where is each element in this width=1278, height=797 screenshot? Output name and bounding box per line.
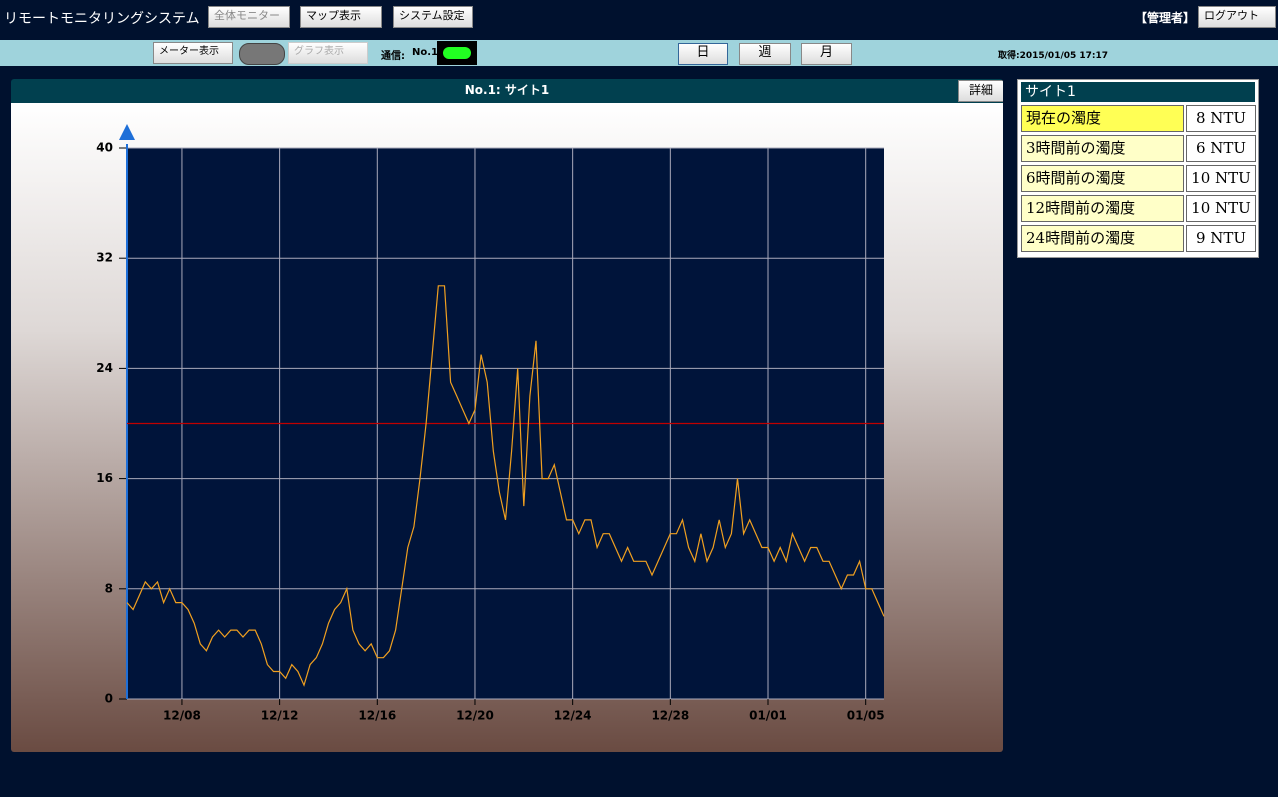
y-tick-label: 0 — [105, 692, 113, 706]
meter-view-button[interactable]: メーター表示 — [153, 42, 233, 64]
comm-label: 通信: — [381, 51, 405, 62]
y-tick-label: 16 — [96, 471, 113, 485]
y-tick-label: 8 — [105, 581, 113, 595]
app-title: リモートモニタリングシステム — [4, 11, 200, 27]
data-line — [126, 285, 885, 687]
user-role: 【管理者】 — [1135, 11, 1196, 25]
acquired-time: 取得:2015/01/05 17:17 — [998, 51, 1109, 61]
side-table-title: サイト1 — [1021, 82, 1255, 102]
x-tick-label: 01/01 — [749, 709, 787, 723]
comm-plug — [443, 47, 471, 59]
chart: 0 8 16 24 32 40 12/08 12/12 12/16 12/20 12/24 12/28… — [96, 124, 885, 723]
x-tick-label: 12/16 — [358, 709, 396, 723]
graph-panel: No.1: サイト1 詳細 0 8 16 24 32 40 12/08 12/12 12/16 1… — [11, 79, 1003, 752]
side-table: サイト1 現在の濁度 8 NTU 3時間前の濁度 6 NTU 6時間前の濁度 10 NTU… — [1017, 79, 1259, 258]
comm-id: No.1 — [412, 47, 438, 58]
range-button[interactable]: 日 — [678, 43, 728, 65]
nav-button[interactable]: システム設定 — [393, 6, 473, 28]
logout-button[interactable]: ログアウト — [1198, 6, 1276, 28]
nav-button[interactable]: マップ表示 — [300, 6, 382, 28]
range-button[interactable]: 月 — [801, 43, 852, 65]
row-label: 6時間前の濁度 — [1021, 165, 1184, 192]
y-tick-label: 32 — [96, 251, 113, 265]
row-label: 3時間前の濁度 — [1021, 135, 1184, 162]
panel-title: No.1: サイト1 — [11, 79, 1003, 103]
row-value: 10 NTU — [1186, 195, 1256, 222]
comm-status-icon — [437, 41, 477, 65]
y-tick-label: 24 — [96, 361, 113, 375]
row-label: 24時間前の濁度 — [1021, 225, 1184, 252]
detail-button[interactable]: 詳細 — [958, 80, 1003, 102]
top-bar: リモートモニタリングシステム 全体モニター マップ表示 システム設定 【管理者】… — [0, 0, 1278, 40]
range-button[interactable]: 週 — [739, 43, 791, 65]
row-value: 8 NTU — [1186, 105, 1256, 132]
nav-button[interactable]: 全体モニター — [208, 6, 290, 28]
row-value: 10 NTU — [1186, 165, 1256, 192]
x-tick-label: 12/12 — [261, 709, 299, 723]
row-label: 現在の濁度 — [1021, 105, 1184, 132]
row-label: 12時間前の濁度 — [1021, 195, 1184, 222]
x-tick-label: 01/05 — [847, 709, 885, 723]
toolbar: メーター表示 グラフ表示 通信: No.1 日 週 月 取得:2015/01/0… — [0, 40, 1278, 66]
axis-arrow — [119, 124, 135, 140]
view-toggle[interactable] — [239, 43, 285, 65]
panel-body: 0 8 16 24 32 40 12/08 12/12 12/16 12/20 12/24 12/28… — [11, 103, 1003, 752]
x-tick-label: 12/08 — [163, 709, 201, 723]
x-tick-label: 12/20 — [456, 709, 494, 723]
x-tick-label: 12/28 — [651, 709, 689, 723]
row-value: 9 NTU — [1186, 225, 1256, 252]
y-tick-label: 40 — [96, 141, 113, 155]
graph-view-button[interactable]: グラフ表示 — [288, 42, 368, 64]
x-tick-label: 12/24 — [554, 709, 592, 723]
row-value: 6 NTU — [1186, 135, 1256, 162]
